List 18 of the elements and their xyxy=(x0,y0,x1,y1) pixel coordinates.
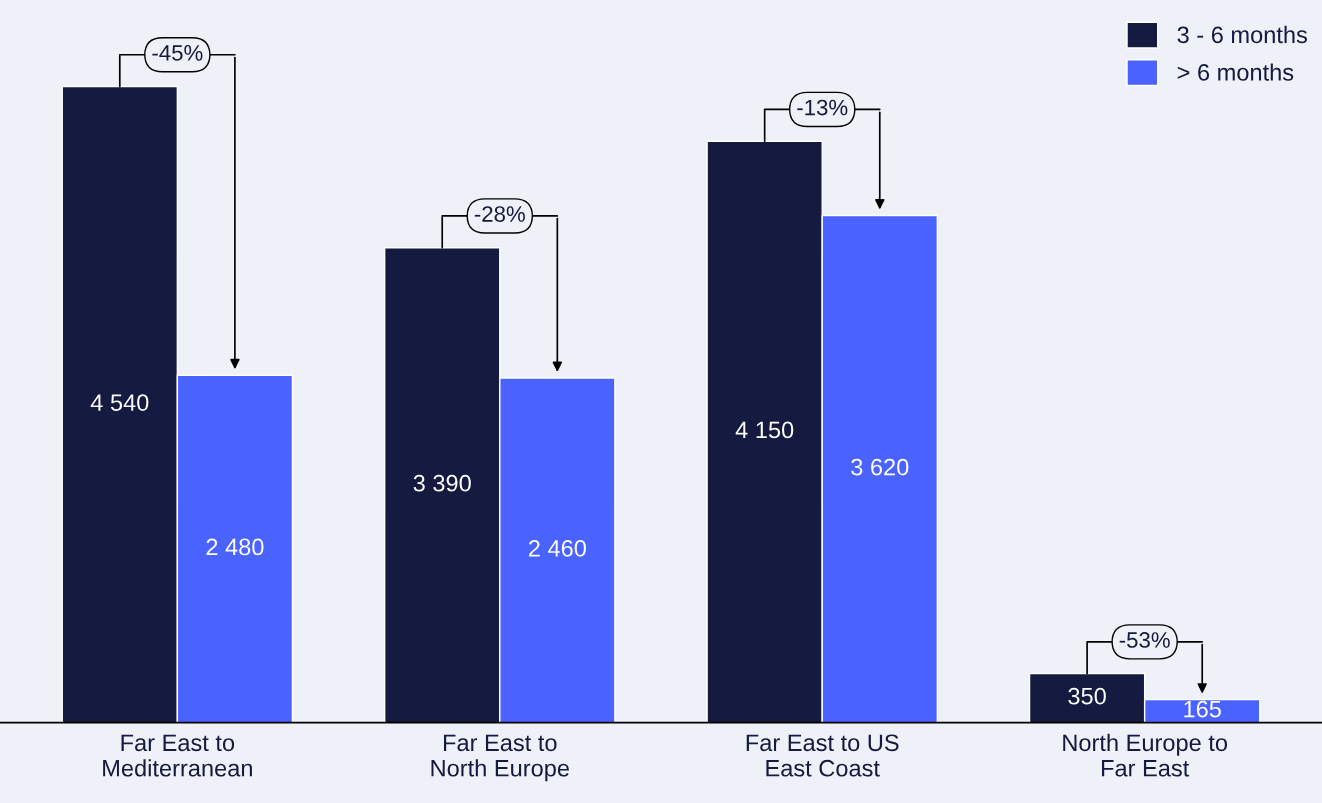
data-label: 350 xyxy=(1068,687,1106,705)
data-label: 3 620 xyxy=(851,458,909,476)
annotation: -13% xyxy=(797,99,848,116)
annotation: -28% xyxy=(474,206,525,222)
annotation: -45% xyxy=(152,45,203,61)
x-tick-label: Far East to US East Coast xyxy=(746,734,899,777)
legend-label: > 6 months xyxy=(1177,63,1294,81)
data-label: 2 460 xyxy=(528,539,586,557)
data-label: 165 xyxy=(1184,700,1221,718)
annotation: -53% xyxy=(1119,632,1170,648)
legend-label: 3 - 6 months xyxy=(1177,25,1307,44)
data-label: 3 390 xyxy=(413,474,471,492)
data-label: 2 480 xyxy=(206,538,264,556)
x-tick-label: Far East to Mediterranean xyxy=(103,734,252,777)
data-label: 4 540 xyxy=(90,394,149,411)
x-tick-label: North Europe to Far East xyxy=(1063,733,1228,777)
x-tick-label: Far East to North Europe xyxy=(431,734,569,782)
data-label: 4 150 xyxy=(735,421,794,439)
